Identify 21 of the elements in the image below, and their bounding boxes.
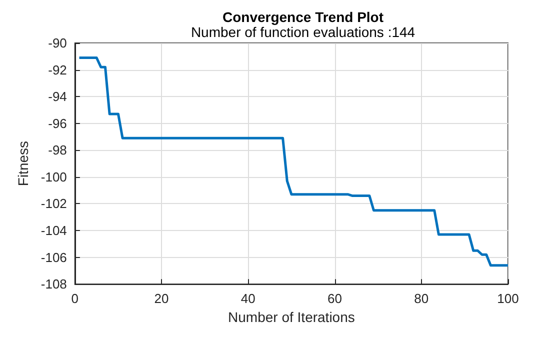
x-tick-label: 0 [71, 291, 79, 306]
x-axis-title: Number of Iterations [228, 309, 355, 325]
x-tick-label: 20 [154, 291, 169, 306]
x-tick-label: 100 [497, 291, 519, 306]
y-tick-label: -96 [48, 116, 67, 131]
line-series [78, 56, 510, 267]
chart-subtitle: Number of function evaluations :144 [190, 24, 416, 40]
y-tick-label: -92 [48, 62, 67, 78]
y-tick-label: -102 [40, 196, 67, 212]
x-tick-label: 40 [240, 291, 256, 306]
y-tick-label: -108 [40, 276, 67, 292]
y-tick-label: -104 [40, 223, 67, 238]
y-tick-label: -90 [48, 36, 67, 50]
x-tick-label: 60 [328, 291, 342, 306]
y-tick-label: -98 [48, 142, 67, 158]
y-tick-label: -100 [40, 169, 67, 184]
x-tick-label: 80 [414, 291, 429, 306]
y-tick-label: -106 [40, 250, 67, 265]
y-axis-title: Fitness [15, 140, 31, 186]
y-tick-label: -94 [48, 89, 67, 104]
chart-title: Convergence Trend Plot [222, 9, 384, 25]
